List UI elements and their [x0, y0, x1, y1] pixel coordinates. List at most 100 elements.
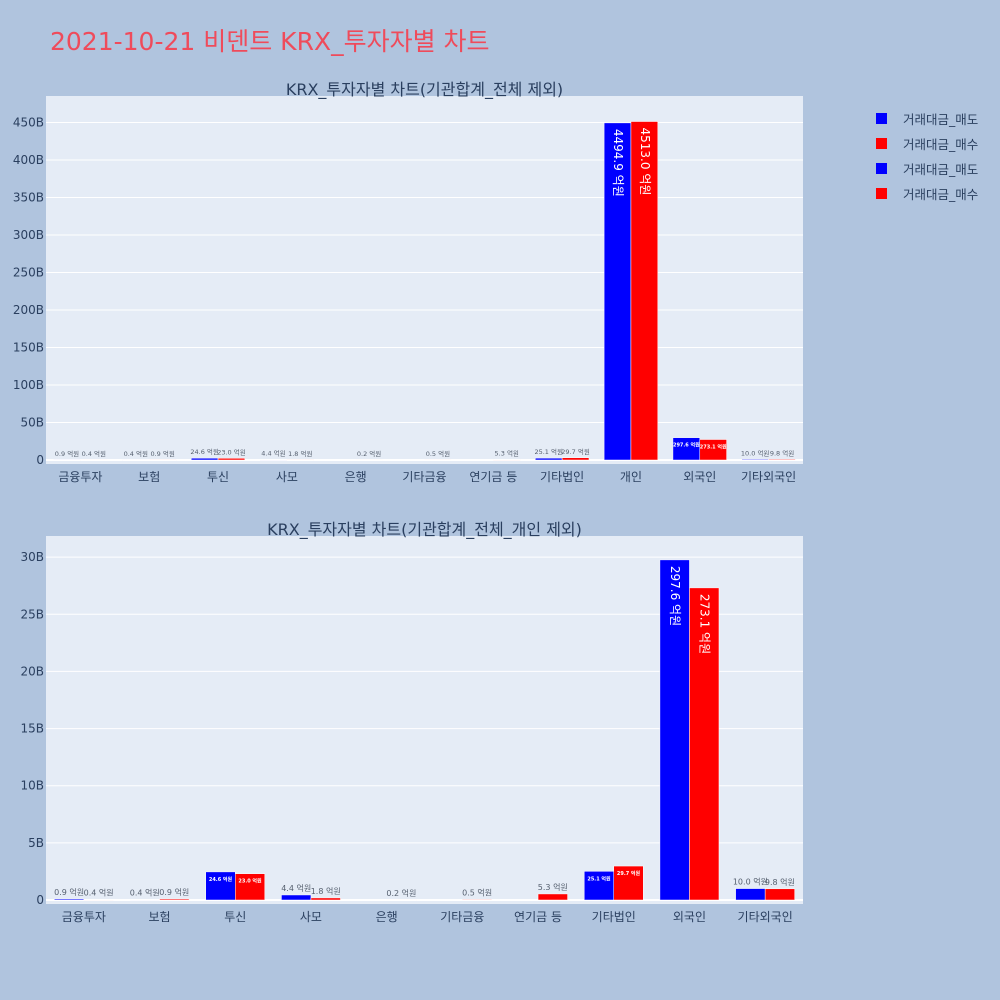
y-tick-label: 0: [36, 893, 44, 907]
data-label: 25.1 억원: [534, 447, 563, 456]
bar-sell: [53, 459, 81, 461]
bar-sell: [741, 459, 769, 461]
y-tick-label: 5B: [28, 836, 44, 850]
y-tick-label: 10B: [20, 779, 44, 793]
data-label: 24.6 억원: [209, 876, 233, 883]
legend-item[interactable]: 거래대금_매수: [876, 131, 978, 156]
bar-buy: [159, 898, 190, 901]
x-tick-label: 투신: [224, 910, 246, 924]
data-label: 0.9 억원: [150, 449, 174, 458]
bar-sell: [129, 899, 160, 901]
y-tick-label: 0: [36, 453, 44, 467]
data-label: 9.8 억원: [765, 877, 795, 887]
plot-area: [46, 96, 803, 464]
legend-item[interactable]: 거래대금_매도: [876, 156, 978, 181]
page-title: 2021-10-21 비덴트 KRX_투자자별 차트: [50, 27, 490, 56]
y-tick-label: 250B: [13, 266, 44, 280]
x-tick-label: 기타금융: [402, 470, 446, 484]
legend: 거래대금_매도 거래대금_매수 거래대금_매도 거래대금_매수: [876, 106, 978, 206]
legend-item[interactable]: 거래대금_매도: [876, 106, 978, 131]
legend-label: 거래대금_매도: [903, 112, 979, 127]
legend-item[interactable]: 거래대금_매수: [876, 181, 978, 206]
data-label: 1.8 억원: [311, 886, 341, 896]
data-label: 5.3 억원: [538, 882, 568, 892]
data-label: 0.5 억원: [462, 887, 492, 897]
data-label: 0.9 억원: [54, 887, 84, 897]
bar-sell: [205, 871, 236, 901]
x-tick-label: 투신: [207, 470, 229, 484]
bar-sell: [281, 894, 312, 901]
x-tick-label: 은행: [376, 909, 398, 924]
data-label: 273.1 억원: [698, 594, 712, 654]
x-tick-label: 외국인: [673, 910, 706, 924]
data-label: 10.0 억원: [741, 448, 770, 457]
x-tick-label: 개인: [620, 470, 642, 484]
x-tick-label: 금융투자: [58, 470, 102, 484]
x-tick-label: 기타금융: [440, 910, 484, 924]
data-label: 4494.9 억원: [611, 129, 625, 197]
data-label: 0.4 억원: [130, 888, 160, 898]
bar-sell: [659, 559, 690, 901]
data-label: 23.0 억원: [217, 447, 246, 456]
x-tick-label: 연기금 등: [514, 910, 562, 924]
data-label: 23.0 억원: [238, 878, 262, 885]
chart-2: 0 5B 10B 15B 20B 25B 30B KRX_투자자별 차트(기관합계_전체_개인…: [20, 520, 803, 924]
legend-label: 거래대금_매수: [903, 187, 979, 202]
data-label: 1.8 억원: [288, 449, 312, 458]
data-label: 297.6 억원: [668, 566, 682, 626]
bar-buy: [537, 893, 568, 901]
bar-sell: [259, 459, 288, 461]
legend-label: 거래대금_매도: [903, 162, 979, 177]
legend-label: 거래대금_매수: [903, 137, 979, 152]
data-label: 0.9 억원: [55, 449, 79, 458]
bar-buy: [217, 458, 246, 461]
bar-buy: [630, 121, 659, 461]
y-tick-label: 150B: [13, 341, 44, 355]
y-tick-label: 25B: [20, 607, 44, 621]
bar-buy: [561, 457, 590, 461]
x-tick-label: 보험: [138, 470, 160, 484]
y-tick-label: 50B: [20, 416, 44, 430]
bar-sell: [583, 871, 614, 901]
data-label: 4513.0 억원: [638, 128, 652, 196]
data-label: 0.4 억원: [82, 449, 106, 458]
x-tick-label: 연기금 등: [469, 470, 517, 484]
data-label: 29.7 억원: [617, 870, 641, 877]
y-tick-label: 400B: [13, 153, 44, 167]
data-label: 29.7 억원: [561, 447, 590, 456]
bar-buy: [355, 459, 383, 461]
bar-buy: [386, 899, 417, 901]
data-label: 24.6 억원: [190, 447, 219, 456]
legend-swatch-sell: [876, 113, 887, 124]
legend-swatch-sell: [876, 163, 887, 174]
x-tick-label: 기타법인: [540, 470, 584, 484]
bar-sell: [535, 457, 563, 461]
bar-buy: [689, 587, 720, 901]
x-tick-label: 보험: [149, 910, 171, 924]
data-label: 0.5 억원: [426, 449, 450, 458]
data-label: 4.4 억원: [281, 883, 311, 893]
bar-sell: [190, 457, 219, 461]
x-tick-label: 사모: [276, 470, 298, 484]
legend-swatch-buy: [876, 138, 887, 149]
legend-swatch-buy: [876, 188, 887, 199]
chart-title: KRX_투자자별 차트(기관합계_전체_개인 제외): [267, 520, 582, 540]
data-label: 297.6 억원: [673, 442, 700, 449]
data-label: 0.2 억원: [357, 449, 381, 458]
y-tick-label: 30B: [20, 550, 44, 564]
x-tick-label: 기타외국인: [738, 910, 793, 924]
x-tick-label: 은행: [345, 469, 367, 484]
data-label: 0.4 억원: [84, 888, 114, 898]
data-label: 0.9 억원: [159, 887, 189, 897]
bar-buy: [493, 459, 521, 461]
y-tick-label: 200B: [13, 303, 44, 317]
y-tick-label: 300B: [13, 228, 44, 242]
bar-buy: [462, 899, 493, 901]
x-tick-label: 기타법인: [592, 910, 636, 924]
y-tick-label: 450B: [13, 116, 44, 130]
bar-buy: [768, 459, 796, 461]
bar-buy: [80, 459, 108, 461]
data-label: 9.8 억원: [770, 448, 794, 457]
bar-buy: [286, 459, 314, 461]
